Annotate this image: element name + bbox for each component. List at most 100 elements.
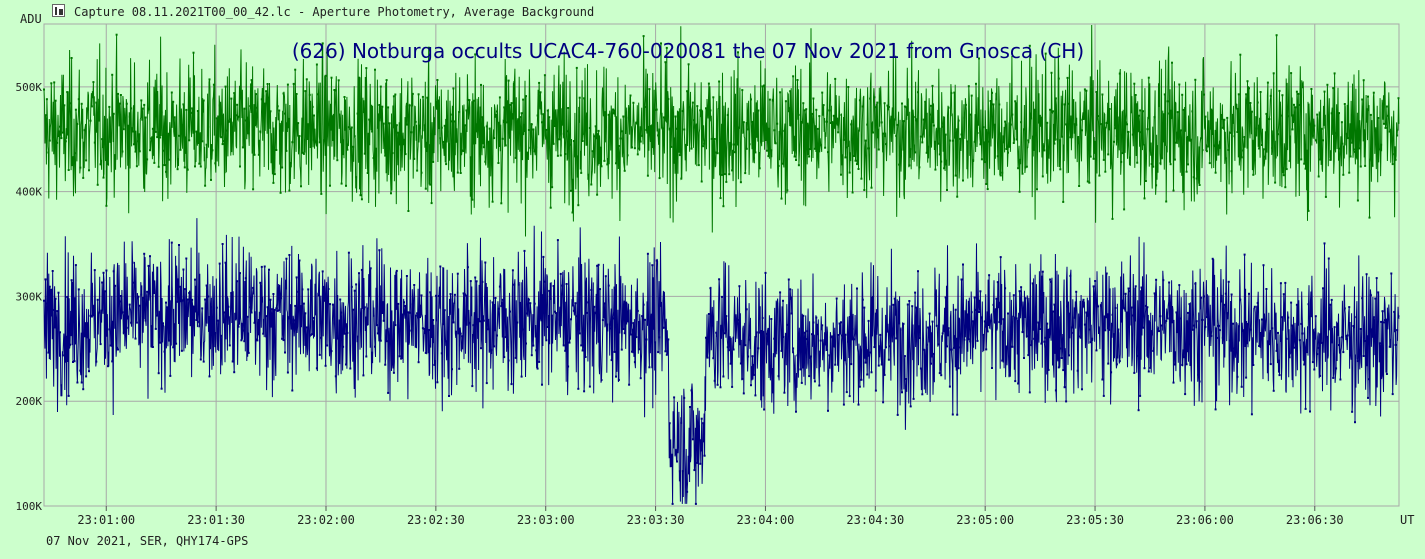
data-point — [941, 332, 944, 335]
data-point — [649, 125, 652, 128]
data-point — [218, 262, 221, 265]
data-point — [329, 184, 331, 187]
data-point — [487, 140, 490, 143]
data-point — [829, 336, 832, 339]
data-point — [477, 120, 480, 123]
data-point — [597, 129, 600, 132]
data-point — [1094, 280, 1097, 282]
data-point — [626, 154, 629, 157]
data-point — [1269, 363, 1272, 366]
data-point — [374, 345, 376, 348]
data-point — [472, 324, 475, 327]
data-point — [480, 347, 482, 350]
data-point — [329, 303, 331, 306]
data-point — [1387, 317, 1390, 320]
window-title: Capture 08.11.2021T00_00_42.lc - Apertur… — [74, 5, 595, 19]
data-point — [1307, 209, 1310, 212]
data-point — [102, 176, 105, 179]
data-point — [1365, 273, 1368, 276]
data-point — [1076, 136, 1079, 139]
data-point — [170, 91, 173, 94]
data-point — [892, 42, 895, 45]
data-point — [104, 290, 106, 293]
data-point — [777, 164, 780, 167]
data-point — [568, 143, 571, 146]
data-point — [50, 314, 53, 317]
data-point — [1380, 143, 1383, 146]
data-point — [45, 98, 48, 101]
data-point — [176, 300, 179, 303]
data-point — [359, 194, 362, 197]
data-point — [719, 197, 722, 200]
data-point — [812, 321, 815, 324]
data-point — [523, 249, 526, 252]
data-point — [355, 283, 358, 286]
data-point — [1118, 72, 1121, 75]
data-point — [252, 188, 255, 191]
data-point — [870, 186, 873, 189]
data-point — [1044, 336, 1047, 339]
data-point — [355, 176, 358, 179]
data-point — [793, 155, 796, 158]
data-point — [1230, 170, 1233, 173]
data-point — [166, 138, 169, 141]
data-point — [789, 288, 792, 291]
data-point — [723, 332, 726, 335]
data-point — [906, 303, 909, 306]
data-point — [372, 157, 375, 159]
data-point — [918, 337, 921, 340]
data-point — [969, 340, 972, 343]
data-point — [1126, 311, 1128, 314]
data-point — [527, 298, 530, 301]
data-point — [546, 109, 549, 112]
data-point — [670, 465, 673, 468]
data-point — [102, 271, 105, 274]
data-point — [911, 121, 914, 124]
data-point — [667, 98, 670, 101]
data-point — [1371, 335, 1374, 338]
data-point — [1053, 142, 1056, 145]
data-point — [1213, 144, 1216, 147]
data-point — [1110, 162, 1113, 165]
data-point — [391, 362, 394, 365]
data-point — [59, 331, 61, 334]
data-point — [853, 338, 856, 341]
data-point — [1358, 147, 1361, 150]
data-point — [279, 191, 282, 194]
data-point — [1229, 339, 1232, 342]
data-point — [269, 298, 272, 301]
data-point — [60, 384, 63, 387]
data-point — [63, 104, 66, 107]
data-point — [195, 319, 198, 321]
data-point — [493, 137, 496, 140]
data-point — [1327, 257, 1330, 260]
data-point — [1065, 400, 1068, 403]
data-point — [411, 303, 414, 306]
data-point — [914, 291, 917, 294]
data-point — [1107, 153, 1110, 156]
data-point — [262, 94, 265, 97]
data-point — [1015, 317, 1018, 320]
data-point — [644, 106, 646, 108]
data-point — [520, 375, 523, 378]
data-point — [1243, 253, 1246, 256]
data-point — [1207, 145, 1210, 148]
data-point — [986, 330, 989, 333]
data-point — [946, 189, 948, 191]
data-point — [1393, 153, 1396, 156]
data-point — [1044, 52, 1047, 55]
data-point — [1294, 337, 1297, 340]
data-point — [1192, 176, 1195, 179]
data-point — [275, 307, 278, 310]
data-point — [1017, 382, 1020, 385]
data-point — [948, 385, 951, 388]
series-target-star — [43, 218, 1400, 505]
data-point — [481, 280, 484, 283]
data-point — [405, 123, 408, 126]
data-point — [72, 156, 74, 159]
data-point — [526, 151, 529, 154]
data-point — [680, 177, 683, 180]
data-point — [1371, 164, 1374, 167]
data-point — [819, 339, 822, 342]
data-point — [1284, 281, 1287, 284]
